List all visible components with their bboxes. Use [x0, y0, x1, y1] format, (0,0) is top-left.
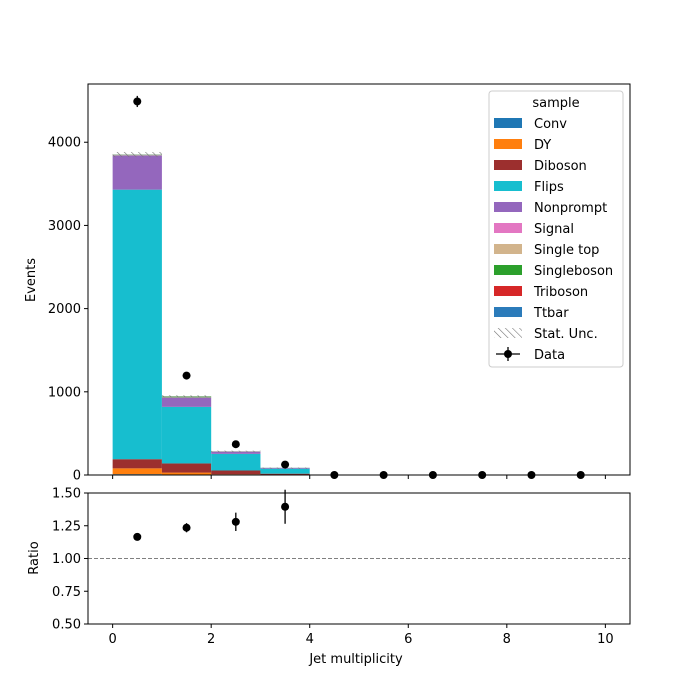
bar-diboson [211, 470, 261, 475]
bar-diboson [112, 459, 162, 469]
x-axis-label: Jet multiplicity [308, 652, 403, 667]
ratio-y-tick-label: 0.75 [52, 585, 81, 600]
main-y-ticks: 0 1000 2000 3000 4000 [48, 136, 88, 484]
legend-data-marker [504, 350, 512, 358]
ratio-point [231, 517, 240, 526]
x-tick-label: 4 [306, 632, 314, 647]
bar-nonprompt [112, 155, 162, 190]
main-y-axis-label: Events [24, 258, 39, 302]
legend-frame [488, 90, 624, 368]
bar-flips [112, 189, 162, 460]
data-point [182, 371, 191, 380]
legend-label: Conv [534, 117, 567, 132]
data-point [133, 97, 142, 106]
y-tick-label: 3000 [48, 219, 81, 234]
legend-swatch [494, 265, 522, 275]
legend-swatch [494, 202, 522, 212]
x-tick-label: 8 [503, 632, 511, 647]
legend-label: DY [534, 138, 551, 153]
main-x-ticks [112, 475, 606, 479]
bar-nonprompt [211, 451, 261, 454]
bar-flips [161, 406, 212, 464]
legend-title: sample [532, 96, 579, 111]
bar-diboson [161, 463, 212, 473]
bar-diboson [260, 473, 310, 475]
x-tick-label: 6 [404, 632, 412, 647]
ratio-point [281, 502, 290, 511]
main-axes-frame [87, 83, 631, 476]
legend-label: Single top [534, 243, 599, 258]
stat-unc-band [211, 450, 261, 453]
legend-swatch [494, 244, 522, 254]
y-tick-label: 0 [73, 469, 81, 484]
legend-label: Diboson [534, 159, 587, 174]
ratio-y-tick-label: 1.00 [52, 552, 81, 567]
stat-unc-band [112, 151, 162, 158]
y-tick-label: 1000 [48, 385, 81, 400]
ratio-y-tick-label: 0.50 [52, 618, 81, 633]
bar-dy [112, 468, 162, 475]
legend-label: Data [534, 348, 565, 363]
legend-label: Flips [534, 180, 564, 195]
legend: sample Conv DY Diboson Flips Nonprompt Signal… [488, 90, 624, 368]
ratio-point [133, 532, 142, 541]
legend-swatch [494, 118, 522, 128]
main-panel: 0 1000 2000 3000 4000 Events [24, 83, 631, 484]
legend-swatch [494, 181, 522, 191]
ratio-panel: 0.50 0.75 1.00 1.25 1.50 0 2 4 6 8 10 Ratio Jet m… [27, 487, 631, 667]
legend-label: Stat. Unc. [534, 327, 598, 342]
legend-swatch [494, 286, 522, 296]
bar-flips [260, 468, 310, 474]
legend-swatch-stat-unc [494, 328, 522, 338]
ratio-y-axis-label: Ratio [27, 541, 42, 574]
ratio-point [182, 523, 191, 532]
data-point [281, 460, 290, 469]
stacked-bars [112, 154, 310, 475]
legend-swatch [494, 223, 522, 233]
y-tick-label: 2000 [48, 302, 81, 317]
legend-label: Singleboson [534, 264, 613, 279]
y-tick-label: 4000 [48, 136, 81, 151]
legend-label: Signal [534, 222, 574, 237]
legend-items: Conv DY Diboson Flips Nonprompt Signal Single … [494, 117, 613, 363]
data-point [231, 440, 240, 449]
x-tick-label: 10 [597, 632, 614, 647]
bar-dy [161, 472, 212, 475]
legend-swatch [494, 139, 522, 149]
ratio-y-ticks: 0.50 0.75 1.00 1.25 1.50 [52, 487, 88, 633]
bar-flips [211, 453, 261, 471]
legend-label: Nonprompt [534, 201, 607, 216]
ratio-y-tick-label: 1.25 [52, 519, 81, 534]
stat-unc-band [161, 395, 212, 398]
ratio-x-ticks: 0 2 4 6 8 10 [108, 624, 614, 647]
ratio-y-tick-label: 1.50 [52, 487, 81, 502]
bar-nonprompt [161, 397, 212, 407]
legend-label: Triboson [533, 285, 588, 300]
legend-swatch [494, 307, 522, 317]
x-tick-label: 2 [207, 632, 215, 647]
legend-swatch [494, 160, 522, 170]
legend-label: Ttbar [533, 306, 569, 321]
ratio-points [133, 489, 290, 541]
x-tick-label: 0 [108, 632, 116, 647]
